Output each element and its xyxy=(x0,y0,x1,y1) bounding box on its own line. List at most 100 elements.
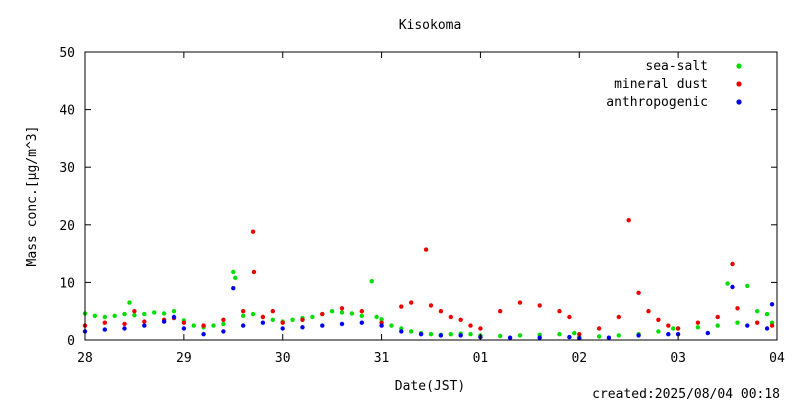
points-layer xyxy=(82,218,775,341)
data-point xyxy=(359,320,364,325)
data-point xyxy=(290,317,295,322)
data-point xyxy=(241,309,246,314)
data-point xyxy=(127,300,132,305)
data-point xyxy=(695,320,701,325)
data-point xyxy=(458,317,463,322)
data-point xyxy=(233,275,238,280)
data-point xyxy=(102,320,108,325)
data-point xyxy=(161,311,167,316)
data-point xyxy=(270,309,275,314)
data-point xyxy=(280,320,285,325)
data-point xyxy=(280,326,285,331)
data-point xyxy=(498,309,503,314)
legend-label: anthropogenic xyxy=(606,95,708,110)
data-point xyxy=(132,309,137,314)
data-point xyxy=(389,323,394,328)
plot-frame xyxy=(84,51,778,341)
data-point xyxy=(399,304,404,309)
data-point xyxy=(730,261,735,267)
data-point xyxy=(418,332,424,337)
data-point xyxy=(161,319,167,324)
data-point xyxy=(171,309,177,314)
data-point xyxy=(221,329,226,334)
data-point xyxy=(705,330,710,336)
data-point xyxy=(379,317,384,322)
y-tick-label: 10 xyxy=(59,276,75,291)
data-point xyxy=(112,313,117,318)
data-point xyxy=(171,314,177,320)
data-point xyxy=(142,323,147,328)
legend-label: mineral dust xyxy=(614,77,708,92)
data-point xyxy=(221,321,226,327)
data-point xyxy=(300,325,305,330)
data-point xyxy=(102,327,108,332)
data-point xyxy=(769,302,775,307)
data-point xyxy=(507,335,513,340)
data-point xyxy=(745,283,750,289)
data-point xyxy=(567,334,572,340)
series-anthropogenic xyxy=(82,284,775,341)
data-point xyxy=(92,313,98,318)
series-sea-salt xyxy=(82,269,775,340)
data-point xyxy=(755,320,760,325)
data-point xyxy=(596,326,602,331)
data-point xyxy=(339,321,345,327)
data-point xyxy=(572,330,577,336)
data-point xyxy=(438,333,444,338)
data-point xyxy=(468,332,473,337)
y-axis-label: Mass conc.[μg/m^3] xyxy=(25,126,40,267)
data-point xyxy=(468,323,473,328)
data-point xyxy=(596,334,602,339)
data-point xyxy=(636,333,641,338)
data-point xyxy=(300,317,305,322)
data-point xyxy=(636,290,641,295)
data-point xyxy=(152,310,157,315)
data-point xyxy=(241,323,246,328)
data-point xyxy=(374,314,379,320)
data-point xyxy=(557,309,562,314)
x-axis: 28 29 30 31 01 02 03 04 xyxy=(77,52,785,366)
data-point xyxy=(270,317,275,322)
data-point xyxy=(409,329,414,334)
data-point xyxy=(646,309,651,314)
data-point xyxy=(695,325,701,330)
data-point xyxy=(211,323,216,328)
data-point xyxy=(320,311,325,317)
data-point xyxy=(339,306,345,311)
y-tick-label: 30 xyxy=(59,161,75,176)
data-point xyxy=(715,323,720,328)
data-point xyxy=(191,323,196,328)
data-point xyxy=(715,314,720,320)
x-tick-label: 02 xyxy=(571,351,587,366)
data-point xyxy=(122,326,127,331)
data-point xyxy=(438,309,444,314)
data-point xyxy=(359,313,364,318)
data-point xyxy=(250,311,256,317)
series-mineral-dust xyxy=(82,218,775,337)
data-point xyxy=(251,269,257,275)
data-point xyxy=(616,314,621,320)
x-tick-label: 04 xyxy=(769,351,785,366)
data-point xyxy=(250,229,256,234)
legend-label: sea-salt xyxy=(645,59,708,74)
data-point xyxy=(122,311,127,317)
data-point xyxy=(329,309,335,314)
data-point xyxy=(735,306,740,311)
data-point xyxy=(142,311,147,317)
data-point xyxy=(557,332,562,337)
data-point xyxy=(310,314,315,320)
data-point xyxy=(626,218,631,223)
data-point xyxy=(675,326,681,331)
x-tick-label: 03 xyxy=(670,351,686,366)
data-point xyxy=(409,300,414,305)
data-point xyxy=(606,335,612,340)
data-point xyxy=(369,279,374,284)
chart-title: Kisokoma xyxy=(399,18,462,33)
legend: sea-salt mineral dust anthropogenic xyxy=(606,59,742,110)
data-point xyxy=(241,313,246,318)
data-point xyxy=(755,309,760,314)
data-point xyxy=(201,323,206,328)
data-point xyxy=(359,309,364,314)
data-point xyxy=(725,281,730,286)
